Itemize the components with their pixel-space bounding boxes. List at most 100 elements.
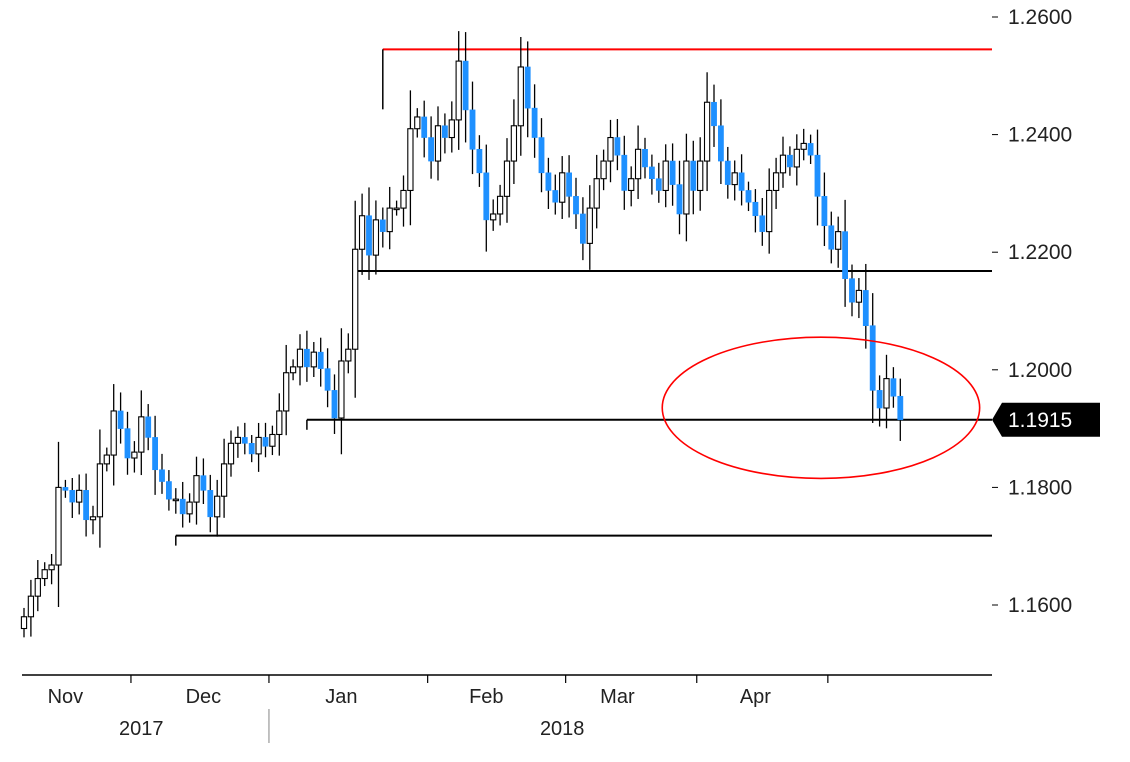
candle-body-13 xyxy=(110,410,117,456)
candles xyxy=(20,31,904,638)
candle-body-16 xyxy=(131,451,138,459)
y-tick-label-0: 1.2600 xyxy=(1008,6,1072,29)
candle-body-56 xyxy=(407,128,414,192)
candle-body-53 xyxy=(386,207,393,233)
candle-body-52 xyxy=(379,219,386,232)
candle-body-18 xyxy=(145,416,152,438)
candle-body-108 xyxy=(766,189,773,233)
candle-body-27 xyxy=(207,490,214,518)
candle-body-38 xyxy=(283,372,290,412)
candle-body-123 xyxy=(869,325,876,391)
candle-body-80 xyxy=(573,196,579,215)
current-price-tag-shape xyxy=(992,402,1100,437)
candle-body-126 xyxy=(890,378,897,397)
candle-body-40 xyxy=(296,348,304,368)
candle-body-45 xyxy=(331,390,338,419)
candle-body-25 xyxy=(193,475,200,503)
candle-body-44 xyxy=(324,368,331,391)
candle-body-119 xyxy=(842,231,848,279)
candle-body-8 xyxy=(76,489,83,503)
candle-body-67 xyxy=(483,172,490,221)
candle-body-116 xyxy=(821,196,828,227)
candle-body-87 xyxy=(621,154,628,191)
candle-body-54 xyxy=(393,207,400,211)
candle-body-32 xyxy=(241,437,248,444)
candle-body-35 xyxy=(262,437,269,447)
candle-body-9 xyxy=(83,490,89,521)
candle-body-125 xyxy=(883,378,890,409)
candle-body-98 xyxy=(697,160,704,192)
candle-body-3 xyxy=(41,569,48,580)
candle-body-63 xyxy=(455,60,462,121)
candle-body-59 xyxy=(428,137,434,162)
candle-body-90 xyxy=(642,149,648,168)
candle-body-102 xyxy=(724,160,731,185)
candle-body-69 xyxy=(496,195,504,215)
candle-body-97 xyxy=(690,160,697,191)
candle-body-58 xyxy=(421,116,428,138)
candle-body-29 xyxy=(220,463,228,497)
candle-body-20 xyxy=(159,469,165,482)
candle-body-2 xyxy=(34,577,41,597)
candle-body-22 xyxy=(172,498,179,502)
month-label-jan: Jan xyxy=(325,686,357,708)
candle-body-68 xyxy=(490,213,497,221)
candle-body-39 xyxy=(289,366,297,374)
candle-body-83 xyxy=(593,178,600,209)
candle-body-111 xyxy=(786,154,793,168)
candle-body-0 xyxy=(20,616,28,630)
candle-body-14 xyxy=(117,410,124,429)
candle-body-82 xyxy=(586,207,593,244)
candle-body-77 xyxy=(552,190,559,203)
candle-body-73 xyxy=(524,66,531,109)
candle-body-12 xyxy=(103,454,110,465)
candle-body-122 xyxy=(862,290,869,327)
month-label-apr: Apr xyxy=(740,686,771,708)
candle-body-7 xyxy=(69,490,76,503)
candle-body-79 xyxy=(566,172,572,197)
candle-body-30 xyxy=(227,442,235,465)
candle-body-26 xyxy=(200,475,207,491)
candle-body-33 xyxy=(248,442,255,455)
month-label-dec: Dec xyxy=(186,686,222,708)
candle-body-81 xyxy=(579,213,586,244)
candle-body-113 xyxy=(800,142,807,150)
candle-body-88 xyxy=(628,178,635,192)
candle-body-41 xyxy=(303,348,310,368)
candle-body-112 xyxy=(793,148,800,168)
candle-body-57 xyxy=(414,116,421,130)
y-tick-label-1: 1.2400 xyxy=(1008,124,1072,147)
candle-body-106 xyxy=(752,201,759,217)
candle-body-96 xyxy=(683,160,690,215)
y-tick-label-3: 1.2000 xyxy=(1008,359,1072,382)
annotations xyxy=(661,336,981,480)
candle-body-84 xyxy=(600,160,607,180)
candle-body-104 xyxy=(738,172,745,191)
candle-body-4 xyxy=(48,564,55,571)
year-label-2017: 2017 xyxy=(119,718,164,740)
candle-body-6 xyxy=(62,487,69,491)
candle-body-19 xyxy=(152,437,158,471)
candle-body-28 xyxy=(214,495,221,518)
candle-body-37 xyxy=(276,410,283,436)
candle-body-105 xyxy=(745,190,752,203)
candle-body-64 xyxy=(462,60,469,111)
candle-body-71 xyxy=(510,125,518,162)
month-label-feb: Feb xyxy=(469,686,503,708)
candle-body-109 xyxy=(772,172,780,192)
candle-body-99 xyxy=(703,101,711,162)
candle-body-62 xyxy=(448,119,455,139)
candle-body-107 xyxy=(759,215,766,232)
candle-body-100 xyxy=(711,101,717,127)
y-tick-label-4: 1.1800 xyxy=(1008,476,1072,499)
candle-body-43 xyxy=(317,351,324,369)
candle-body-17 xyxy=(138,416,145,453)
candle-body-76 xyxy=(545,172,552,191)
candle-body-124 xyxy=(876,390,883,409)
candle-body-49 xyxy=(358,215,366,250)
candle-body-55 xyxy=(400,189,407,209)
candle-body-103 xyxy=(731,172,738,186)
candle-body-24 xyxy=(186,501,193,515)
month-label-mar: Mar xyxy=(600,686,635,708)
candle-body-65 xyxy=(469,109,476,150)
